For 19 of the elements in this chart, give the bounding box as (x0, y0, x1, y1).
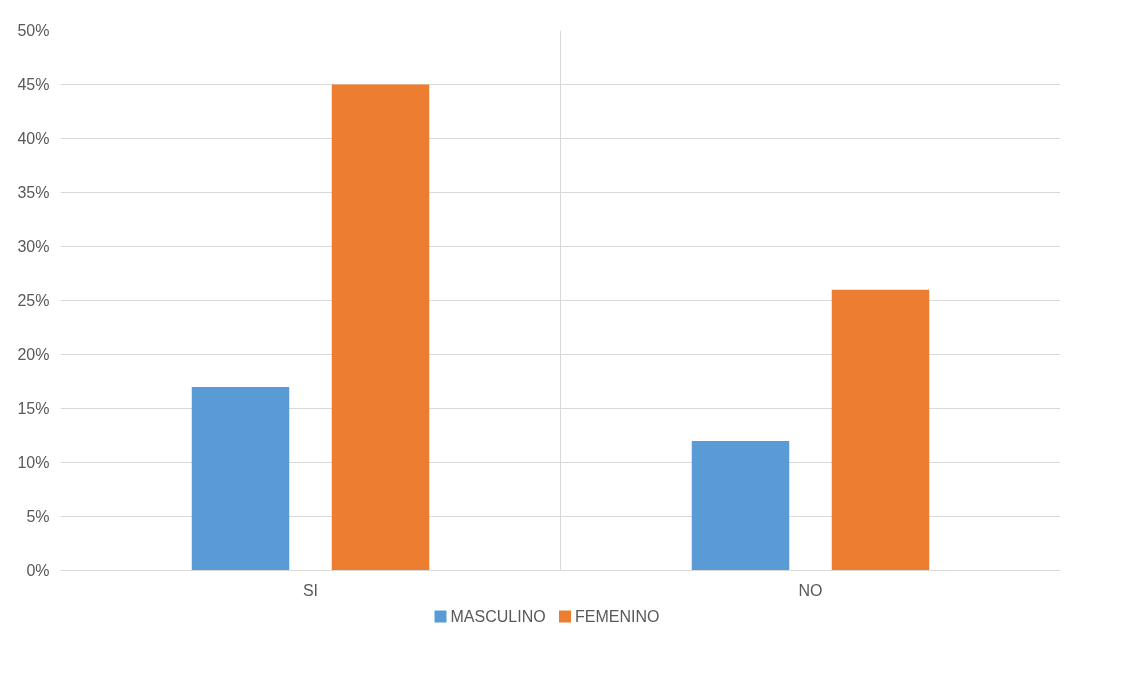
x-tick-label: SI (302, 581, 319, 599)
y-tick-label: 30% (17, 238, 50, 255)
y-tick-label: 50% (17, 22, 50, 39)
y-tick-label: 5% (26, 508, 50, 525)
y-tick-label: 10% (17, 454, 50, 471)
bar (831, 289, 930, 571)
y-tick-label: 15% (17, 400, 50, 417)
y-tick-label: 40% (17, 130, 50, 147)
y-tick-label: 0% (26, 562, 50, 579)
y-tick-label: 35% (17, 184, 50, 201)
bar (191, 386, 290, 571)
x-tick-label: NO (798, 581, 823, 599)
legend-label: MASCULINO (450, 608, 546, 625)
y-tick-label: 25% (17, 292, 50, 309)
y-tick-label: 45% (17, 76, 50, 93)
bar (331, 84, 430, 571)
legend-label: FEMENINO (575, 608, 660, 625)
bar (691, 440, 790, 571)
y-tick-label: 20% (17, 346, 50, 363)
